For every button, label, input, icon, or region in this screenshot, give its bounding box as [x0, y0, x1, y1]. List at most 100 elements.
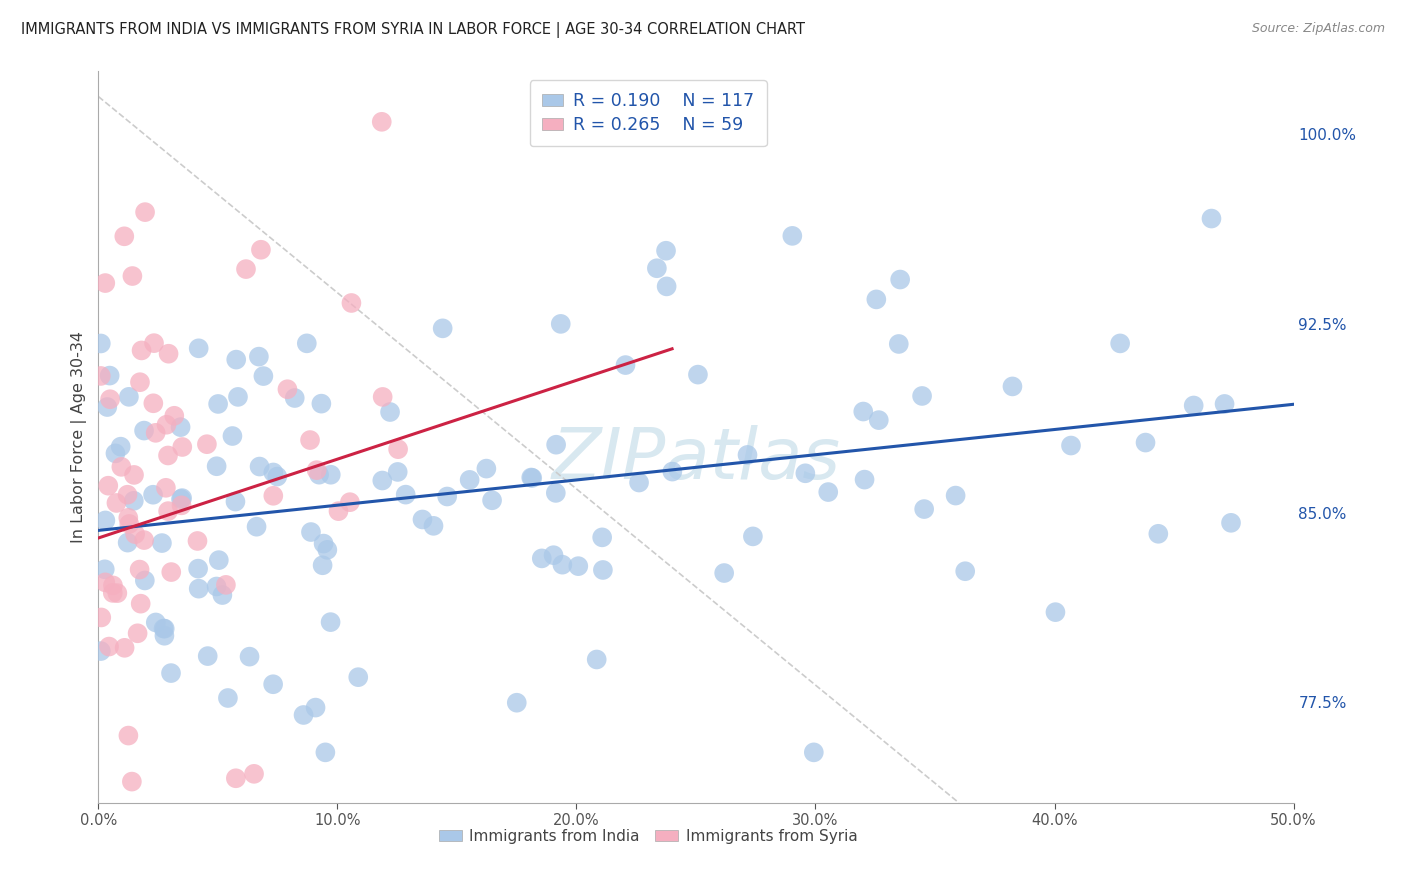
Point	[347, 670, 370, 684]
Point	[114, 640, 136, 655]
Point	[157, 449, 180, 463]
Point	[316, 542, 339, 557]
Point	[852, 404, 875, 418]
Point	[142, 396, 165, 410]
Point	[104, 446, 127, 460]
Point	[546, 438, 568, 452]
Point	[160, 565, 183, 579]
Point	[314, 745, 336, 759]
Point	[422, 519, 444, 533]
Point	[262, 466, 284, 480]
Point	[118, 390, 141, 404]
Point	[817, 485, 839, 500]
Point	[912, 502, 935, 516]
Point	[1109, 336, 1132, 351]
Point	[520, 470, 543, 484]
Point	[889, 272, 911, 286]
Point	[252, 369, 274, 384]
Point	[134, 205, 156, 219]
Point	[585, 652, 607, 666]
Point	[395, 488, 418, 502]
Point	[249, 459, 271, 474]
Point	[1220, 516, 1243, 530]
Point	[117, 535, 139, 549]
Point	[110, 459, 132, 474]
Point	[245, 519, 267, 533]
Point	[142, 488, 165, 502]
Text: Source: ZipAtlas.com: Source: ZipAtlas.com	[1251, 22, 1385, 36]
Point	[207, 397, 229, 411]
Point	[543, 548, 565, 562]
Point	[262, 677, 284, 691]
Point	[122, 493, 145, 508]
Point	[112, 229, 135, 244]
Point	[911, 389, 934, 403]
Point	[387, 465, 409, 479]
Point	[530, 551, 553, 566]
Point	[655, 279, 678, 293]
Point	[945, 489, 967, 503]
Point	[475, 461, 498, 475]
Point	[458, 473, 481, 487]
Point	[614, 358, 637, 372]
Point	[145, 425, 167, 440]
Point	[172, 491, 194, 505]
Point	[250, 243, 273, 257]
Point	[550, 317, 572, 331]
Point	[101, 586, 124, 600]
Point	[105, 586, 128, 600]
Point	[311, 558, 333, 573]
Point	[132, 533, 155, 547]
Point	[308, 467, 330, 482]
Point	[129, 597, 152, 611]
Point	[387, 442, 409, 457]
Point	[94, 575, 117, 590]
Point	[803, 745, 825, 759]
Point	[1045, 605, 1067, 619]
Point	[94, 513, 117, 527]
Point	[221, 429, 243, 443]
Point	[295, 336, 318, 351]
Point	[208, 553, 231, 567]
Point	[1147, 526, 1170, 541]
Point	[551, 558, 574, 572]
Point	[371, 115, 394, 129]
Point	[339, 495, 361, 509]
Point	[224, 494, 246, 508]
Point	[98, 392, 121, 407]
Point	[143, 336, 166, 351]
Point	[371, 474, 394, 488]
Point	[197, 649, 219, 664]
Point	[90, 644, 112, 658]
Point	[90, 336, 112, 351]
Point	[1201, 211, 1223, 226]
Point	[262, 489, 284, 503]
Point	[865, 293, 887, 307]
Point	[319, 467, 342, 482]
Point	[247, 350, 270, 364]
Y-axis label: In Labor Force | Age 30-34: In Labor Force | Age 30-34	[72, 331, 87, 543]
Point	[117, 488, 139, 502]
Point	[117, 729, 139, 743]
Point	[225, 352, 247, 367]
Point	[522, 471, 544, 485]
Point	[110, 440, 132, 454]
Point	[187, 341, 209, 355]
Point	[284, 391, 307, 405]
Point	[90, 368, 112, 383]
Point	[205, 580, 228, 594]
Point	[98, 368, 121, 383]
Point	[661, 465, 683, 479]
Point	[134, 574, 156, 588]
Point	[312, 536, 335, 550]
Point	[481, 493, 503, 508]
Point	[118, 516, 141, 531]
Point	[340, 296, 363, 310]
Point	[217, 691, 239, 706]
Point	[436, 490, 458, 504]
Point	[506, 696, 529, 710]
Point	[953, 564, 976, 578]
Point	[226, 390, 249, 404]
Point	[304, 700, 326, 714]
Point	[97, 478, 120, 492]
